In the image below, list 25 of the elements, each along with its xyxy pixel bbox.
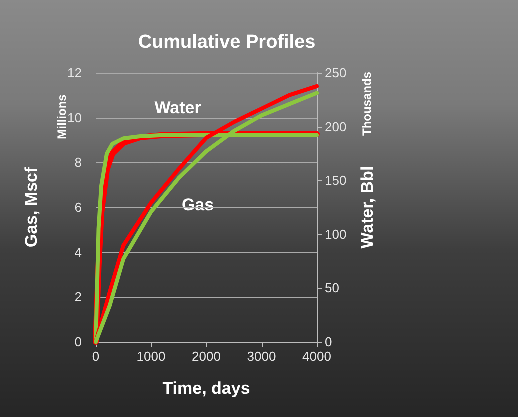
y-tick-label: 4 [74,244,82,260]
x-tick-label: 1000 [136,349,166,364]
y-axis-title: Gas, Mscf [22,167,41,248]
x-tick-label: 3000 [247,349,276,364]
x-axis-title: Time, days [162,379,250,398]
y2-axis-title: Water, Bbl [358,166,377,249]
x-tick-label: 2000 [192,349,221,364]
y-tick-label: 8 [74,155,82,170]
y2-tick-label: 250 [325,66,347,80]
y2-tick-label: 200 [325,119,347,134]
y-tick-label: 10 [68,110,82,126]
chart-title: Cumulative Profiles [138,32,316,53]
y-tick-label: 2 [74,290,82,305]
x-tick-label: 0 [92,349,100,364]
y-tick-label: 6 [74,200,82,215]
y2-tick-label: 100 [325,226,347,242]
y-tick-label: 0 [74,334,82,350]
x-tick-label: 4000 [302,349,332,364]
text: Thousands [360,72,374,136]
y2-tick-label: 0 [325,334,332,350]
text: Millions [55,94,69,140]
y2-tick-label: 150 [325,173,347,188]
y2-tick-label: 50 [325,280,340,296]
annotation: Water [154,98,202,118]
y-tick-label: 12 [68,66,82,80]
